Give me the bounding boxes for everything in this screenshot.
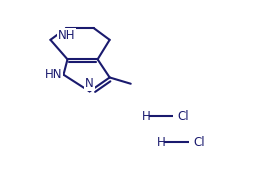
Text: H: H — [141, 110, 150, 123]
Text: NH: NH — [58, 29, 75, 42]
Text: Cl: Cl — [177, 110, 189, 123]
Text: N: N — [85, 77, 94, 90]
Text: Cl: Cl — [193, 136, 205, 149]
Text: HN: HN — [45, 68, 62, 81]
Text: H: H — [156, 136, 165, 149]
